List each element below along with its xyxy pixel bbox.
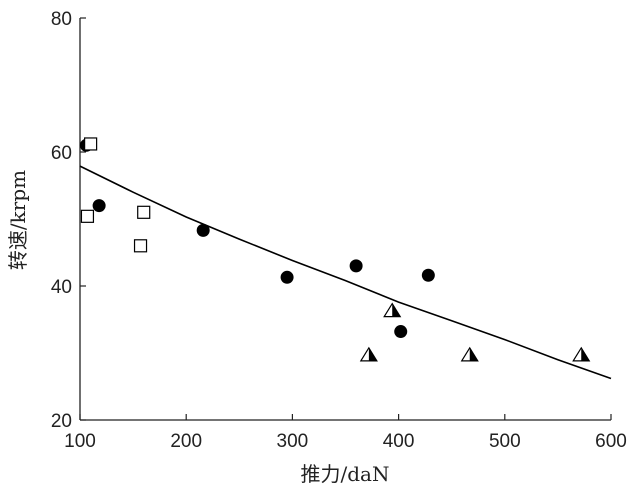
data-point-filled-circle [394, 325, 408, 339]
data-point-filled-circle [196, 223, 210, 237]
y-tick-label: 60 [51, 143, 72, 164]
triangle-fill [392, 303, 401, 317]
axes [79, 17, 612, 421]
y-axis-title: 转速/krpm [6, 170, 30, 270]
y-tick-label: 40 [51, 277, 72, 298]
data-point-open-square [80, 209, 95, 223]
triangle-fill [581, 347, 590, 361]
y-tick-label: 80 [51, 9, 72, 30]
x-tick-label: 400 [383, 431, 415, 452]
x-tick-label: 500 [489, 431, 521, 452]
data-point-filled-circle [349, 259, 363, 273]
data-point-open-square [133, 239, 148, 253]
triangle-fill [469, 347, 478, 361]
x-tick-label: 100 [64, 431, 96, 452]
plot-area [79, 137, 612, 380]
data-point-filled-circle [92, 199, 106, 213]
x-tick-label: 200 [170, 431, 202, 452]
data-point-filled-circle [280, 270, 294, 284]
x-axis-title: 推力/daN [301, 462, 390, 486]
data-point-half-triangle [383, 302, 402, 318]
y-tick-label: 20 [51, 411, 72, 432]
data-point-open-square [137, 205, 151, 219]
trend-line [79, 165, 612, 380]
data-point-open-square [84, 137, 98, 151]
x-tick-label: 600 [595, 431, 627, 452]
tick-labels: 100 200 300 400 500 600 20 40 60 80 [51, 9, 627, 452]
x-tick-label: 300 [277, 431, 309, 452]
data-point-half-triangle [572, 346, 591, 362]
data-point-half-triangle [460, 346, 479, 362]
triangle-fill [368, 347, 377, 361]
data-point-half-triangle [359, 346, 378, 362]
data-point-filled-circle [421, 268, 435, 282]
